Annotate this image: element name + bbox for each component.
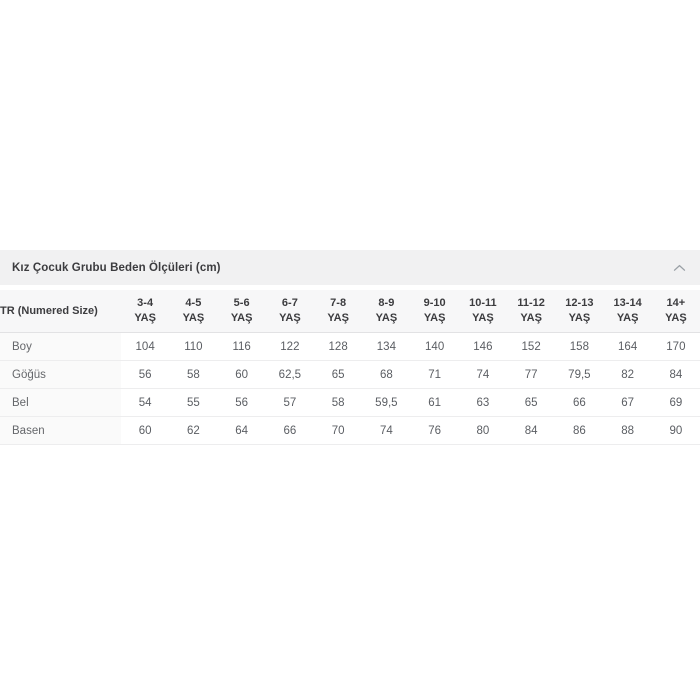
cell-value: 60 [217,360,266,389]
cell-value: 122 [265,332,314,361]
table-row: Boy 104 110 116 122 128 134 140 146 152 158 164 170 [0,332,700,361]
cell-value: 58 [169,360,218,389]
cell-value: 88 [603,416,652,445]
column-header-8-9: 8-9 YAŞ [362,290,411,333]
column-header-13-14: 13-14 YAŞ [603,290,652,333]
column-header-7-8: 7-8 YAŞ [314,290,363,333]
table-row: Göğüs 56 58 60 62,5 65 68 71 74 77 79,5 82 84 [0,360,700,389]
chevron-up-icon[interactable] [673,264,686,272]
column-header-5-6: 5-6 YAŞ [217,290,266,333]
column-header-11-12: 11-12 YAŞ [507,290,556,333]
size-chart-accordion-header[interactable]: Kız Çocuk Grubu Beden Ölçüleri (cm) [0,250,700,285]
row-label-Boy: Boy [0,332,121,361]
cell-value: 66 [265,416,314,445]
cell-value: 82 [603,360,652,389]
cell-value: 116 [217,332,266,361]
cell-value: 90 [651,416,700,445]
cell-value: 63 [458,388,507,417]
size-chart-table: TR (Numered Size) 3-4 YAŞ 4-5 YAŞ 5-6 YAŞ 6-7 Y… [0,290,700,445]
size-chart-panel: Kız Çocuk Grubu Beden Ölçüleri (cm) TR (… [0,250,700,445]
cell-value: 134 [362,332,411,361]
cell-value: 60 [121,416,170,445]
column-header-10-11: 10-11 YAŞ [458,290,507,333]
cell-value: 61 [410,388,459,417]
column-header-14+: 14+ YAŞ [651,290,700,333]
cell-value: 76 [410,416,459,445]
cell-value: 65 [314,360,363,389]
corner-header: TR (Numered Size) [0,290,121,333]
cell-value: 158 [555,332,604,361]
cell-value: 104 [121,332,170,361]
table-body: Boy 104 110 116 122 128 134 140 146 152 158 164 170 G… [0,332,700,445]
cell-value: 164 [603,332,652,361]
accordion-title: Kız Çocuk Grubu Beden Ölçüleri (cm) [12,261,221,274]
cell-value: 152 [507,332,556,361]
cell-value: 77 [507,360,556,389]
column-header-12-13: 12-13 YAŞ [555,290,604,333]
column-header-6-7: 6-7 YAŞ [265,290,314,333]
cell-value: 57 [265,388,314,417]
cell-value: 71 [410,360,459,389]
cell-value: 110 [169,332,218,361]
cell-value: 146 [458,332,507,361]
column-header-3-4: 3-4 YAŞ [121,290,170,333]
cell-value: 56 [217,388,266,417]
cell-value: 86 [555,416,604,445]
cell-value: 58 [314,388,363,417]
cell-value: 84 [651,360,700,389]
table-row: Basen 60 62 64 66 70 74 76 80 84 86 88 90 [0,416,700,445]
cell-value: 66 [555,388,604,417]
row-label-Basen: Basen [0,416,121,445]
cell-value: 54 [121,388,170,417]
cell-value: 128 [314,332,363,361]
cell-value: 62 [169,416,218,445]
column-header-9-10: 9-10 YAŞ [410,290,459,333]
cell-value: 79,5 [555,360,604,389]
cell-value: 64 [217,416,266,445]
table-row: Bel 54 55 56 57 58 59,5 61 63 65 66 67 69 [0,388,700,417]
cell-value: 59,5 [362,388,411,417]
table-header-row: TR (Numered Size) 3-4 YAŞ 4-5 YAŞ 5-6 YAŞ 6-7 Y… [0,290,700,333]
cell-value: 62,5 [265,360,314,389]
cell-value: 74 [362,416,411,445]
cell-value: 56 [121,360,170,389]
cell-value: 55 [169,388,218,417]
row-label-Göğüs: Göğüs [0,360,121,389]
cell-value: 140 [410,332,459,361]
cell-value: 84 [507,416,556,445]
cell-value: 170 [651,332,700,361]
cell-value: 69 [651,388,700,417]
cell-value: 70 [314,416,363,445]
cell-value: 74 [458,360,507,389]
cell-value: 68 [362,360,411,389]
column-header-4-5: 4-5 YAŞ [169,290,218,333]
cell-value: 67 [603,388,652,417]
row-label-Bel: Bel [0,388,121,417]
cell-value: 65 [507,388,556,417]
cell-value: 80 [458,416,507,445]
